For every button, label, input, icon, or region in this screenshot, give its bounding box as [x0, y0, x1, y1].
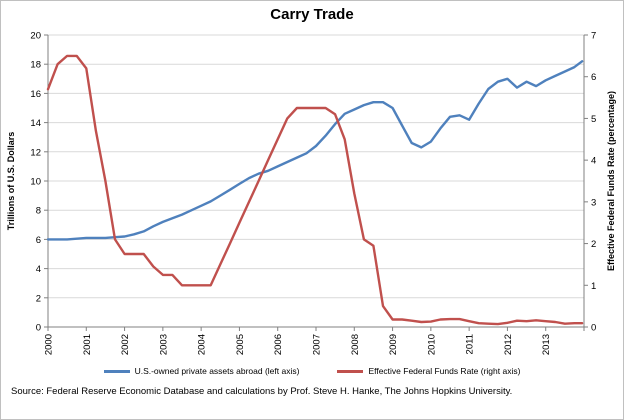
left-axis-tick-label: 8 — [36, 206, 41, 217]
fed-funds-line-swatch — [337, 369, 364, 373]
x-axis-tick-label: 2007 — [312, 334, 323, 355]
x-axis-tick-label: 2004 — [197, 334, 208, 355]
x-axis-tick-label: 2013 — [541, 334, 552, 355]
left-axis-tick-label: 2 — [36, 293, 41, 304]
legend-label-fed-funds: Effective Federal Funds Rate (right axis… — [368, 366, 521, 376]
left-axis-tick-label: 0 — [36, 323, 41, 334]
x-axis-tick-label: 2008 — [350, 334, 361, 355]
chart-title: Carry Trade — [270, 6, 354, 23]
x-axis-tick-label: 2000 — [44, 334, 55, 355]
left-axis-title: Trillions of U.S. Dollars — [6, 132, 16, 231]
source-note: Source: Federal Reserve Economic Databas… — [11, 386, 513, 397]
left-axis-tick-label: 10 — [30, 177, 41, 188]
right-axis-tick-label: 2 — [591, 239, 596, 250]
fed-funds-rate-line — [46, 54, 584, 326]
x-axis-tick-label: 2006 — [273, 334, 284, 355]
chart-legend: U.S.-owned private assets abroad (left a… — [1, 363, 623, 379]
right-axis-tick-label: 6 — [591, 72, 596, 83]
assets-line-swatch — [103, 369, 130, 373]
assets-abroad-line — [46, 60, 584, 241]
legend-label-assets: U.S.-owned private assets abroad (left a… — [134, 366, 300, 376]
right-axis-tick-label: 4 — [591, 156, 596, 167]
left-axis-tick-label: 18 — [30, 60, 41, 71]
legend-item-assets: U.S.-owned private assets abroad (left a… — [103, 366, 300, 376]
left-axis-tick-label: 16 — [30, 89, 41, 100]
x-axis-tick-label: 2003 — [158, 334, 169, 355]
x-axis-tick-label: 2001 — [82, 334, 93, 355]
x-axis-tick-label: 2005 — [235, 334, 246, 355]
right-axis-tick-label: 5 — [591, 114, 596, 125]
right-axis-tick-label: 1 — [591, 281, 596, 292]
x-axis-tick-label: 2010 — [426, 334, 437, 355]
right-axis-title: Effective Federal Funds Rate (percentage… — [606, 91, 616, 271]
x-axis-tick-label: 2002 — [120, 334, 131, 355]
left-axis-tick-label: 14 — [30, 118, 41, 129]
left-axis-tick-label: 20 — [30, 31, 41, 42]
left-axis-tick-label: 4 — [36, 264, 41, 275]
right-axis-tick-label: 0 — [591, 323, 596, 334]
left-axis-tick-label: 12 — [30, 147, 41, 158]
right-axis-tick-label: 7 — [591, 31, 596, 42]
legend-item-fed-funds: Effective Federal Funds Rate (right axis… — [337, 366, 520, 376]
x-axis-tick-label: 2009 — [388, 334, 399, 355]
right-axis-tick-label: 3 — [591, 197, 596, 208]
left-axis-tick-label: 6 — [36, 235, 41, 246]
x-axis-tick-label: 2012 — [503, 334, 514, 355]
x-axis-tick-label: 2011 — [465, 334, 476, 354]
